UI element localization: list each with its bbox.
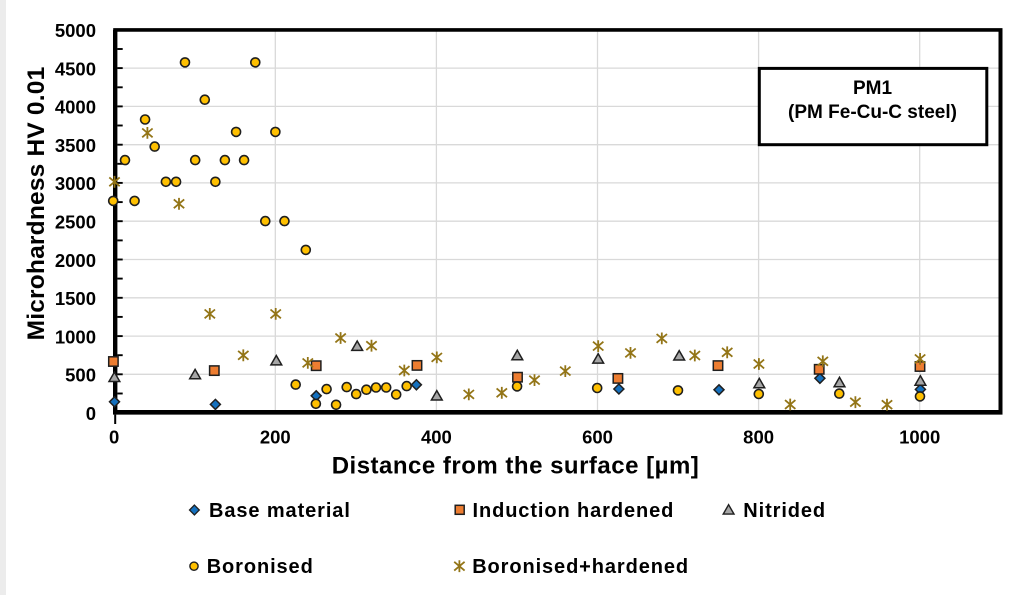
svg-text:Boronised+hardened: Boronised+hardened bbox=[472, 556, 689, 578]
svg-text:Microhardness HV 0.01: Microhardness HV 0.01 bbox=[23, 67, 50, 341]
svg-text:0: 0 bbox=[86, 403, 96, 424]
svg-text:5000: 5000 bbox=[55, 20, 96, 41]
svg-text:200: 200 bbox=[260, 427, 291, 448]
svg-text:2000: 2000 bbox=[55, 250, 96, 271]
svg-text:2500: 2500 bbox=[55, 212, 96, 233]
svg-text:1000: 1000 bbox=[55, 326, 96, 347]
svg-text:PM1: PM1 bbox=[853, 78, 893, 99]
svg-text:1000: 1000 bbox=[899, 427, 940, 448]
svg-text:Distance from the surface [µm]: Distance from the surface [µm] bbox=[332, 453, 700, 480]
svg-text:(PM Fe-Cu-C steel): (PM Fe-Cu-C steel) bbox=[788, 102, 957, 123]
svg-text:600: 600 bbox=[582, 427, 613, 448]
svg-text:Induction hardened: Induction hardened bbox=[473, 500, 675, 522]
svg-text:3000: 3000 bbox=[55, 173, 96, 194]
svg-text:4500: 4500 bbox=[55, 58, 96, 79]
svg-text:4000: 4000 bbox=[55, 97, 96, 118]
svg-text:800: 800 bbox=[743, 427, 774, 448]
svg-text:Nitrided: Nitrided bbox=[743, 500, 826, 522]
svg-text:1500: 1500 bbox=[55, 288, 96, 309]
svg-text:400: 400 bbox=[421, 427, 452, 448]
svg-text:Boronised: Boronised bbox=[207, 556, 314, 578]
svg-text:3500: 3500 bbox=[55, 135, 96, 156]
svg-text:Base material: Base material bbox=[209, 500, 351, 522]
svg-text:500: 500 bbox=[65, 365, 96, 386]
svg-text:0: 0 bbox=[109, 427, 119, 448]
